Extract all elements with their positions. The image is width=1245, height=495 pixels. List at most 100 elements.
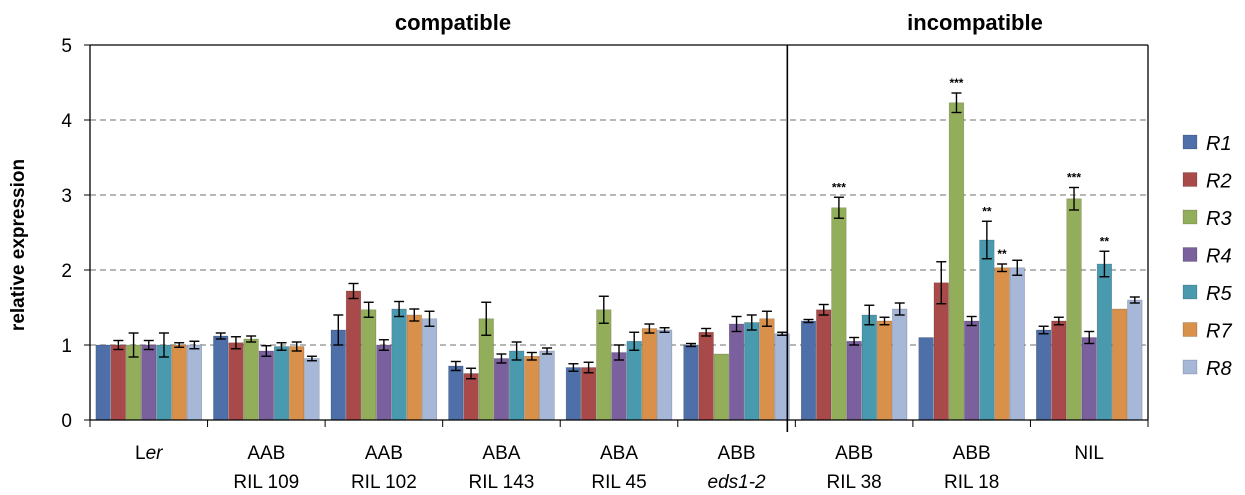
- significance-label: **: [982, 204, 992, 218]
- significance-label: ***: [949, 76, 963, 90]
- legend: R1 R2 R3 R4 R5 R7 R8: [1182, 133, 1232, 380]
- bar-r4: [611, 352, 627, 421]
- bar-r3: [596, 309, 612, 421]
- legend-swatch-r3: [1182, 209, 1198, 225]
- bar-r5: [979, 239, 995, 421]
- significance-label: **: [997, 247, 1007, 261]
- bar-r2: [345, 290, 362, 421]
- x-tick-label: AAB: [247, 443, 285, 464]
- bar-r5: [509, 350, 525, 421]
- y-tick-label: 2: [61, 261, 72, 282]
- bar-r7: [876, 320, 893, 421]
- significance-label: ***: [832, 180, 846, 194]
- bar-r4: [141, 344, 157, 421]
- bar-r2: [698, 331, 714, 421]
- bar-r5: [273, 346, 290, 421]
- legend-swatch-r4: [1182, 247, 1198, 262]
- bar-r4: [376, 344, 392, 421]
- bar-r2: [110, 344, 126, 421]
- x-tick-label-line2: RIL 143: [469, 472, 535, 493]
- group-label-incompatible: incompatible: [907, 10, 1043, 35]
- bar-r1: [565, 367, 581, 421]
- bar-r7: [994, 267, 1010, 421]
- bar-r8: [304, 358, 320, 421]
- legend-label-r5: R5: [1206, 283, 1232, 305]
- bar-r8: [656, 329, 673, 421]
- legend-swatch-r2: [1182, 172, 1198, 187]
- bar-r5: [744, 322, 760, 421]
- y-tick-label: 5: [61, 36, 72, 57]
- bar-r8: [1127, 299, 1143, 421]
- x-tick-label-line2: eds1-2: [708, 472, 767, 493]
- bar-r4: [493, 358, 510, 421]
- bar-r3: [831, 207, 847, 421]
- x-tick-label-line2: RIL 45: [591, 472, 646, 493]
- bar-r1: [95, 344, 111, 421]
- bar-r8: [421, 318, 438, 421]
- bar-r5: [626, 340, 642, 421]
- legend-label-r3: R3: [1206, 208, 1232, 230]
- bar-r3: [713, 353, 729, 421]
- significance-markers: ***************: [832, 76, 1110, 261]
- legend-label-r8: R8: [1206, 358, 1232, 380]
- bar-r8: [539, 350, 555, 421]
- x-tick-label-line2: RIL 109: [233, 472, 299, 493]
- bar-r8: [186, 344, 202, 421]
- bar-r7: [289, 346, 305, 421]
- x-tick-label: ABA: [600, 443, 638, 464]
- x-tick-label-line2: RIL 38: [826, 472, 881, 493]
- bar-r2: [228, 342, 244, 421]
- legend-label-r1: R1: [1206, 133, 1232, 155]
- legend-swatch-r1: [1182, 134, 1198, 150]
- bar-r2: [463, 373, 479, 421]
- bar-r4: [728, 323, 745, 421]
- legend-label-r4: R4: [1206, 246, 1232, 268]
- bar-r1: [1036, 329, 1052, 421]
- y-tick-label: 4: [61, 111, 72, 132]
- bar-r3: [1066, 198, 1082, 421]
- x-tick-label: ABB: [718, 443, 756, 464]
- bar-r7: [524, 355, 540, 421]
- x-tick-label: ABB: [835, 443, 873, 464]
- y-tick-label: 3: [61, 186, 72, 207]
- bar-r5: [1096, 263, 1113, 421]
- bar-r7: [759, 318, 775, 421]
- bar-r1: [683, 344, 699, 421]
- bar-r3: [361, 309, 377, 421]
- y-axis-label: relative expression: [8, 159, 29, 331]
- bar-r3: [948, 102, 965, 421]
- bars: [95, 102, 1143, 421]
- bar-r5: [391, 308, 407, 421]
- bar-r5: [861, 314, 877, 421]
- bar-r4: [846, 340, 862, 421]
- bar-r7: [641, 328, 657, 421]
- bar-r7: [406, 314, 422, 421]
- bar-r2: [1051, 320, 1067, 421]
- x-tick-label-line2: RIL 102: [351, 472, 417, 493]
- bar-r8: [892, 308, 908, 421]
- legend-label-r7: R7: [1206, 321, 1232, 343]
- x-tick-label: ABB: [953, 443, 991, 464]
- bar-r7: [171, 344, 187, 421]
- bar-r1: [918, 337, 934, 421]
- bar-r8: [1009, 267, 1025, 421]
- bar-r7: [1112, 308, 1128, 421]
- x-tick-label: ABA: [482, 443, 520, 464]
- bar-r2: [580, 367, 597, 421]
- legend-swatch-r5: [1182, 284, 1198, 300]
- bar-r4: [258, 350, 274, 421]
- axes: 0 1 2 3 4 5 Ler AAB RIL 109 AAB RIL 102 ABA RIL 143 A…: [61, 36, 1149, 493]
- bar-r4: [1081, 337, 1097, 421]
- x-tick-label: NIL: [1074, 443, 1104, 464]
- x-tick-label: Ler: [135, 443, 163, 464]
- significance-label: ***: [1067, 171, 1081, 185]
- y-tick-label: 0: [61, 411, 72, 432]
- x-tick-label-line2: RIL 18: [944, 472, 999, 493]
- bar-r2: [816, 309, 832, 421]
- y-tick-label: 1: [61, 336, 72, 357]
- x-tick-label: AAB: [365, 443, 403, 464]
- bar-r1: [448, 365, 464, 421]
- error-bars: [113, 92, 1140, 380]
- significance-label: **: [1100, 234, 1110, 248]
